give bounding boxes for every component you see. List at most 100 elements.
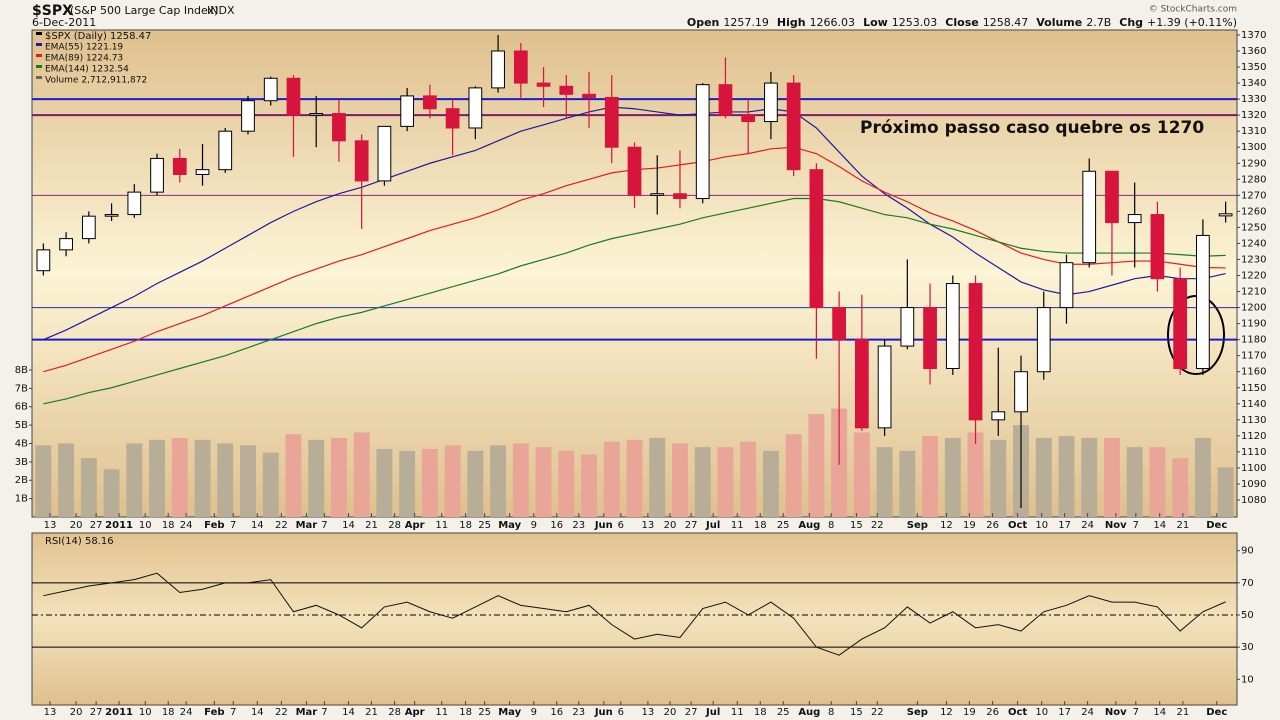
x-tick-label: 18 (459, 520, 472, 531)
symbol: $SPX (32, 3, 73, 19)
x-tick-label: 17 (1058, 707, 1071, 718)
volume-tick-label: 3B (15, 457, 28, 468)
x-tick-label: Oct (1008, 707, 1027, 718)
volume-bar (899, 450, 916, 517)
x-tick-label: 22 (275, 520, 288, 531)
legend-entry: EMA(89) 1224.73 (45, 54, 123, 64)
quote-line: Open 1257.19 High 1266.03 Low 1253.03 Close 125… (687, 16, 1237, 29)
candle-body (1105, 170, 1119, 224)
candle-body (377, 125, 392, 182)
x-tick-label: 24 (180, 707, 193, 718)
y-tick-label: 1310 (1241, 126, 1266, 137)
x-tick-label: Dec (1206, 707, 1227, 718)
x-tick-label: Oct (1008, 520, 1027, 531)
volume-tick-label: 1B (15, 494, 28, 505)
x-tick-label: 10 (1035, 707, 1048, 718)
volume-bar (330, 437, 347, 517)
volume-tick-label: 4B (15, 438, 28, 449)
x-tick-label: 6 (618, 707, 624, 718)
x-tick-label: Apr (405, 707, 425, 718)
volume-bar (285, 434, 302, 517)
y-tick-label: 1350 (1241, 62, 1266, 73)
candle-body (332, 113, 346, 142)
volume-tick-label: 7B (15, 383, 28, 394)
volume-bar (740, 441, 757, 517)
volume-bar (694, 447, 711, 517)
y-tick-label: 1210 (1241, 287, 1266, 298)
candle-body (195, 169, 210, 175)
volume-tick-label: 6B (15, 402, 28, 413)
volume-bar (535, 447, 552, 517)
volume-bar (217, 443, 234, 517)
x-tick-label: 24 (1081, 707, 1094, 718)
x-tick-label: 13 (642, 707, 655, 718)
x-tick-label: 26 (986, 520, 999, 531)
volume-bar (353, 432, 370, 517)
legend-swatch (36, 54, 42, 57)
legend-swatch (36, 32, 42, 35)
y-tick-label: 1180 (1241, 335, 1266, 346)
x-tick-label: 7 (230, 520, 236, 531)
x-tick-label: 14 (251, 707, 264, 718)
quote-label: Low (863, 16, 888, 29)
y-tick-label: 1250 (1241, 222, 1266, 233)
candle-body (1150, 214, 1165, 280)
legend-entry: Volume 2,712,911,872 (45, 76, 147, 86)
candle-body (1014, 371, 1028, 413)
volume-bar (194, 439, 211, 517)
y-tick-label: 1130 (1241, 415, 1266, 426)
rsi-line (43, 572, 1226, 656)
volume-bar (103, 469, 120, 517)
x-tick-label: 21 (365, 707, 378, 718)
x-tick-label: 24 (1081, 520, 1094, 531)
volume-bar (512, 443, 529, 517)
y-tick-label: 70 (1241, 578, 1254, 589)
volume-bar (558, 450, 575, 517)
x-tick-label: 11 (731, 520, 744, 531)
y-tick-label: 1220 (1241, 271, 1266, 282)
candle-body (945, 283, 960, 370)
legend-swatch (36, 65, 42, 68)
volume-bar (421, 449, 438, 517)
candle-body (968, 283, 983, 421)
candle-body (650, 193, 665, 196)
candle-body (536, 82, 551, 87)
candle-body (172, 157, 187, 175)
candle-body (104, 214, 119, 217)
watermark: © StockCharts.com (1149, 5, 1237, 15)
volume-bar (58, 443, 75, 517)
x-tick-label: Jun (594, 707, 613, 718)
candle-body (1127, 214, 1142, 224)
y-tick-label: 1190 (1241, 319, 1266, 330)
volume-bar (1103, 437, 1120, 517)
volume-bar (717, 447, 734, 517)
candle-body (854, 339, 869, 429)
candle-body (1036, 307, 1051, 373)
volume-bar (990, 439, 1007, 517)
legend-swatch (36, 76, 42, 79)
ema-line (43, 197, 1226, 405)
x-tick-label: 15 (850, 520, 863, 531)
exchange: INDX (207, 4, 235, 17)
candle-body (900, 307, 915, 347)
x-tick-label: Sep (907, 520, 928, 531)
x-tick-label: 18 (162, 707, 175, 718)
x-tick-label: 13 (44, 520, 57, 531)
volume-bar (444, 445, 461, 517)
y-tick-label: 1160 (1241, 367, 1266, 378)
volume-bar (1058, 436, 1075, 517)
volume-bar (922, 436, 939, 517)
x-tick-label: 7 (321, 520, 327, 531)
x-tick-label: 12 (940, 707, 953, 718)
volume-bar (1172, 458, 1189, 517)
candle-body (1218, 213, 1233, 217)
x-tick-label: Dec (1206, 520, 1227, 531)
y-tick-label: 1230 (1241, 254, 1266, 265)
x-tick-label: 22 (871, 707, 884, 718)
volume-bar (467, 450, 484, 517)
x-tick-label: 7 (230, 707, 236, 718)
x-tick-label: 27 (90, 520, 103, 531)
x-tick-label: 13 (44, 707, 57, 718)
legend-entry: EMA(55) 1221.19 (45, 43, 123, 53)
candle-body (218, 130, 233, 171)
